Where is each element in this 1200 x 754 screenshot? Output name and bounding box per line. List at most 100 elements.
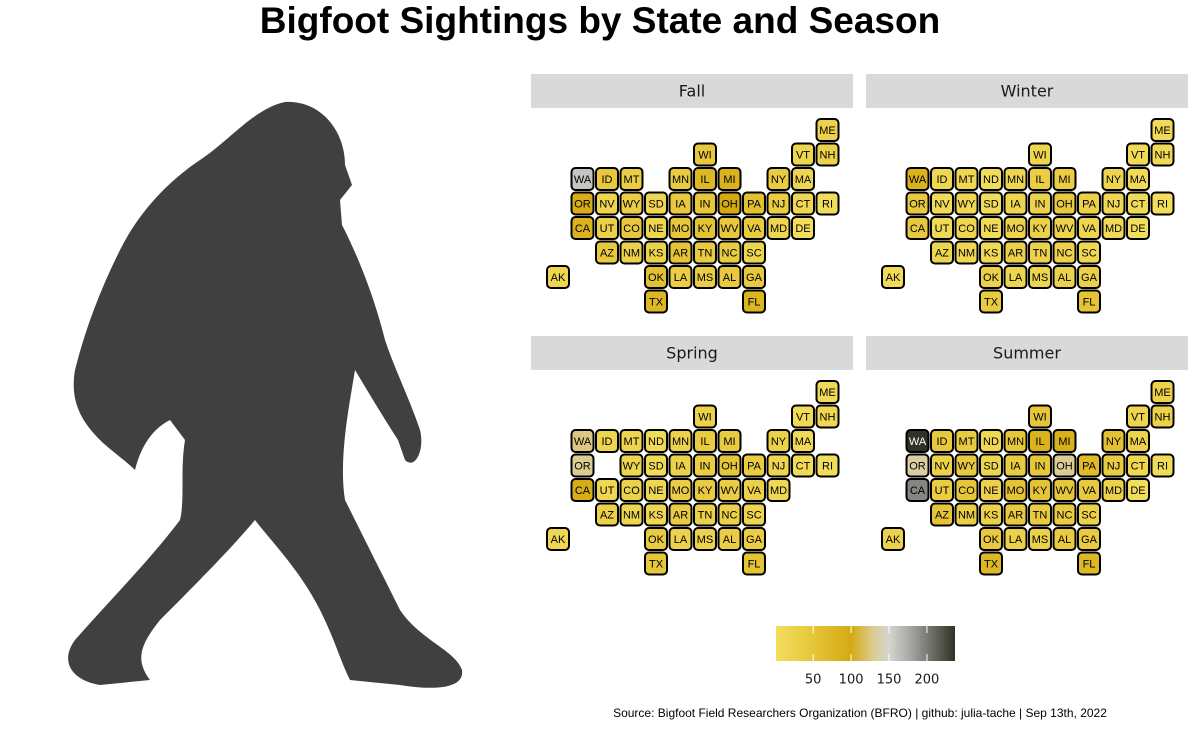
state-label: AR (673, 247, 688, 259)
state-label: GA (746, 272, 763, 284)
legend-tick-label: 200 (915, 673, 940, 688)
state-label: AL (723, 534, 736, 546)
state-label: AZ (600, 247, 614, 259)
state-tile (668, 167, 693, 191)
state-label: MA (1130, 436, 1147, 448)
state-tile (1003, 240, 1028, 265)
facet-strip (866, 336, 1188, 370)
state-tile (595, 502, 619, 527)
state-label: MD (770, 485, 787, 497)
state-label: NY (1106, 174, 1122, 186)
state-tile (954, 191, 979, 216)
state-label: PA (1082, 460, 1097, 472)
state-label: MT (959, 436, 975, 448)
state-label: OK (983, 272, 1000, 284)
state-label: AZ (935, 247, 949, 259)
state-label: NY (771, 174, 787, 186)
state-tile (1077, 551, 1101, 576)
state-tile (693, 502, 717, 527)
state-tile (742, 240, 766, 265)
state-label: CO (958, 223, 975, 235)
state-label: KS (984, 247, 999, 259)
state-tile (717, 240, 742, 265)
state-label: UT (600, 485, 615, 497)
state-label: MT (624, 174, 640, 186)
state-tile (1028, 167, 1052, 191)
state-tile (570, 191, 595, 216)
state-label: FL (748, 558, 761, 570)
state-tile (644, 429, 668, 453)
state-label: MS (1032, 534, 1049, 546)
state-label: VT (1131, 411, 1145, 423)
state-label: AR (1008, 509, 1023, 521)
state-tile (1126, 429, 1150, 453)
state-label: SD (983, 460, 998, 472)
state-label: WV (721, 485, 739, 497)
state-label: MO (1007, 223, 1025, 235)
state-tile (668, 429, 693, 453)
state-label: PA (747, 460, 762, 472)
state-tile (1028, 265, 1052, 289)
legend-tick-label: 100 (839, 673, 864, 688)
state-label: AR (673, 509, 688, 521)
state-tile (954, 478, 979, 502)
state-tile (1028, 453, 1052, 478)
state-label: NC (1057, 509, 1073, 521)
state-tile (815, 191, 840, 216)
state-tile (1150, 380, 1175, 404)
state-tile (766, 216, 791, 240)
state-tile (954, 453, 979, 478)
state-label: MT (624, 436, 640, 448)
state-tile (1150, 191, 1175, 216)
state-label: WY (958, 198, 976, 210)
state-label: WI (698, 149, 711, 161)
state-tile (930, 502, 954, 527)
state-tile (905, 216, 930, 240)
state-label: OK (983, 534, 1000, 546)
state-tile (619, 216, 644, 240)
state-label: NH (1155, 411, 1171, 423)
state-label: AR (1008, 247, 1023, 259)
state-tile (619, 191, 644, 216)
state-tile (1028, 191, 1052, 216)
state-label: SC (746, 247, 761, 259)
state-tile (742, 527, 766, 551)
state-label: OH (1056, 198, 1073, 210)
state-label: OK (648, 534, 665, 546)
state-tile (979, 527, 1003, 551)
state-label: ID (602, 174, 613, 186)
state-label: AL (723, 272, 736, 284)
state-label: MO (672, 485, 690, 497)
state-label: WI (1033, 149, 1046, 161)
state-tile (930, 240, 954, 265)
state-label: LA (1009, 534, 1023, 546)
state-label: KY (1033, 485, 1048, 497)
state-label: ID (937, 174, 948, 186)
state-label: RI (822, 460, 833, 472)
state-label: OR (574, 198, 591, 210)
state-label: PA (1082, 198, 1097, 210)
state-tile (1028, 429, 1052, 453)
state-tile (644, 527, 668, 551)
state-tile (693, 527, 717, 551)
state-label: NV (599, 198, 615, 210)
state-tile (717, 191, 742, 216)
state-tile (717, 167, 742, 191)
state-tile (717, 502, 742, 527)
state-label: NE (983, 485, 998, 497)
state-tile (1150, 453, 1175, 478)
state-label: LA (674, 534, 688, 546)
state-tile (619, 240, 644, 265)
state-tile (979, 551, 1003, 576)
state-label: NY (1106, 436, 1122, 448)
state-tile (570, 429, 595, 453)
state-tile (668, 240, 693, 265)
state-tile (930, 429, 954, 453)
state-tile (1028, 142, 1052, 167)
state-label: AK (886, 272, 901, 284)
state-tile (1052, 167, 1077, 191)
state-tile (954, 429, 979, 453)
state-tile (766, 478, 791, 502)
state-tile (570, 453, 595, 478)
